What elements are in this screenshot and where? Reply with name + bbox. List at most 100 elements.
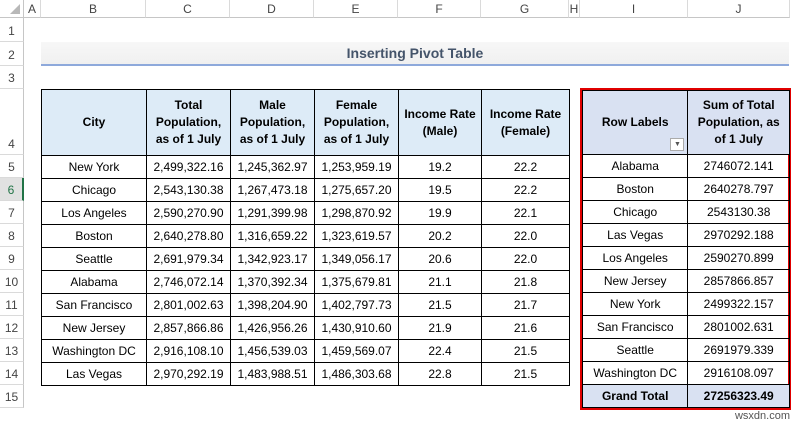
table-cell[interactable]: 21.5: [481, 339, 570, 363]
row-header-15[interactable]: 15: [0, 385, 24, 408]
header-female-population[interactable]: Female Population, as of 1 July: [314, 89, 399, 156]
pivot-row-label[interactable]: New York: [581, 292, 689, 316]
header-income-rate-male[interactable]: Income Rate (Male): [398, 89, 482, 156]
table-cell[interactable]: 2,499,322.16: [146, 155, 231, 179]
pivot-value[interactable]: 2801002.631: [687, 315, 790, 339]
grand-total-value[interactable]: 27256323.49: [687, 384, 790, 408]
table-cell[interactable]: 21.7: [481, 293, 570, 317]
table-cell[interactable]: 1,323,619.57: [314, 224, 399, 248]
table-cell[interactable]: Seattle: [41, 247, 147, 271]
row-header-2[interactable]: 2: [0, 42, 24, 66]
table-cell[interactable]: 2,746,072.14: [146, 270, 231, 294]
table-cell[interactable]: New York: [41, 155, 147, 179]
table-cell[interactable]: 21.9: [398, 316, 482, 340]
table-cell[interactable]: 1,426,956.26: [230, 316, 315, 340]
table-cell[interactable]: 20.6: [398, 247, 482, 271]
table-cell[interactable]: 2,970,292.19: [146, 362, 231, 386]
row-header-7[interactable]: 7: [0, 201, 24, 224]
column-header-h[interactable]: H: [569, 0, 580, 18]
table-cell[interactable]: 21.8: [481, 270, 570, 294]
pivot-value[interactable]: 2970292.188: [687, 223, 790, 247]
table-cell[interactable]: 19.5: [398, 178, 482, 202]
header-income-rate-female[interactable]: Income Rate (Female): [481, 89, 570, 156]
table-cell[interactable]: 2,801,002.63: [146, 293, 231, 317]
grand-total-label[interactable]: Grand Total: [581, 384, 689, 408]
table-cell[interactable]: 22.4: [398, 339, 482, 363]
pivot-value[interactable]: 2746072.141: [687, 154, 790, 178]
column-header-i[interactable]: I: [580, 0, 688, 18]
table-cell[interactable]: 1,298,870.92: [314, 201, 399, 225]
pivot-value[interactable]: 2499322.157: [687, 292, 790, 316]
table-cell[interactable]: 1,342,923.17: [230, 247, 315, 271]
table-cell[interactable]: 22.0: [481, 247, 570, 271]
table-cell[interactable]: 21.5: [398, 293, 482, 317]
table-cell[interactable]: 1,253,959.19: [314, 155, 399, 179]
header-total-population[interactable]: Total Population, as of 1 July: [146, 89, 231, 156]
table-cell[interactable]: 19.9: [398, 201, 482, 225]
column-header-g[interactable]: G: [481, 0, 569, 18]
pivot-header-sum-total-population[interactable]: Sum of Total Population, as of 1 July: [687, 90, 790, 155]
table-cell[interactable]: 1,402,797.73: [314, 293, 399, 317]
table-cell[interactable]: 1,459,569.07: [314, 339, 399, 363]
table-cell[interactable]: 22.1: [481, 201, 570, 225]
column-header-f[interactable]: F: [398, 0, 481, 18]
table-cell[interactable]: 1,316,659.22: [230, 224, 315, 248]
pivot-row-label[interactable]: New Jersey: [581, 269, 689, 293]
table-cell[interactable]: 1,456,539.03: [230, 339, 315, 363]
row-header-1[interactable]: 1: [0, 18, 24, 42]
table-cell[interactable]: Las Vegas: [41, 362, 147, 386]
pivot-row-label[interactable]: Alabama: [581, 154, 689, 178]
table-cell[interactable]: 22.2: [481, 155, 570, 179]
pivot-row-label[interactable]: Chicago: [581, 200, 689, 224]
table-cell[interactable]: 22.2: [481, 178, 570, 202]
row-header-11[interactable]: 11: [0, 293, 24, 316]
table-cell[interactable]: 2,590,270.90: [146, 201, 231, 225]
table-cell[interactable]: 22.8: [398, 362, 482, 386]
column-header-c[interactable]: C: [146, 0, 230, 18]
row-header-12[interactable]: 12: [0, 316, 24, 339]
table-cell[interactable]: 1,275,657.20: [314, 178, 399, 202]
table-cell[interactable]: 2,857,866.86: [146, 316, 231, 340]
pivot-value[interactable]: 2640278.797: [687, 177, 790, 201]
pivot-row-label[interactable]: San Francisco: [581, 315, 689, 339]
table-cell[interactable]: 20.2: [398, 224, 482, 248]
table-cell[interactable]: Boston: [41, 224, 147, 248]
pivot-header-row-labels[interactable]: Row Labels ▼: [581, 90, 689, 155]
pivot-value[interactable]: 2916108.097: [687, 361, 790, 385]
table-cell[interactable]: 1,370,392.34: [230, 270, 315, 294]
column-header-j[interactable]: J: [688, 0, 790, 18]
row-header-14[interactable]: 14: [0, 362, 24, 385]
table-cell[interactable]: 1,349,056.17: [314, 247, 399, 271]
select-all-corner[interactable]: [0, 0, 24, 18]
table-cell[interactable]: 21.6: [481, 316, 570, 340]
column-header-d[interactable]: D: [230, 0, 314, 18]
row-header-9[interactable]: 9: [0, 247, 24, 270]
table-cell[interactable]: 21.1: [398, 270, 482, 294]
table-cell[interactable]: 1,430,910.60: [314, 316, 399, 340]
table-cell[interactable]: 1,267,473.18: [230, 178, 315, 202]
pivot-row-label[interactable]: Los Angeles: [581, 246, 689, 270]
column-header-b[interactable]: B: [41, 0, 146, 18]
table-cell[interactable]: Los Angeles: [41, 201, 147, 225]
table-cell[interactable]: 1,483,988.51: [230, 362, 315, 386]
table-cell[interactable]: 1,375,679.81: [314, 270, 399, 294]
table-cell[interactable]: 1,398,204.90: [230, 293, 315, 317]
table-cell[interactable]: 1,245,362.97: [230, 155, 315, 179]
pivot-row-label[interactable]: Seattle: [581, 338, 689, 362]
table-cell[interactable]: 2,640,278.80: [146, 224, 231, 248]
table-cell[interactable]: New Jersey: [41, 316, 147, 340]
header-city[interactable]: City: [41, 89, 147, 156]
table-cell[interactable]: 22.0: [481, 224, 570, 248]
table-cell[interactable]: 1,486,303.68: [314, 362, 399, 386]
table-cell[interactable]: 2,691,979.34: [146, 247, 231, 271]
row-header-10[interactable]: 10: [0, 270, 24, 293]
table-cell[interactable]: Chicago: [41, 178, 147, 202]
table-cell[interactable]: Washington DC: [41, 339, 147, 363]
pivot-row-label[interactable]: Washington DC: [581, 361, 689, 385]
table-cell[interactable]: San Francisco: [41, 293, 147, 317]
pivot-row-label[interactable]: Boston: [581, 177, 689, 201]
pivot-row-label[interactable]: Las Vegas: [581, 223, 689, 247]
row-header-4[interactable]: 4: [0, 89, 24, 155]
row-header-13[interactable]: 13: [0, 339, 24, 362]
pivot-value[interactable]: 2691979.339: [687, 338, 790, 362]
